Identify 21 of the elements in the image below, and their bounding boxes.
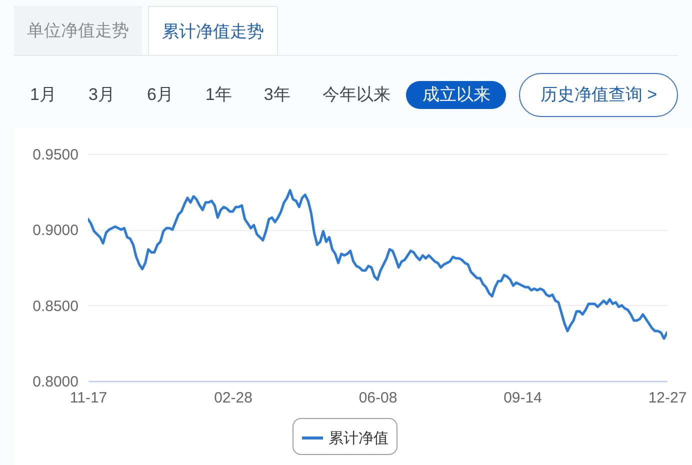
range-label: 1年 <box>204 84 233 106</box>
x-tick-label: 12-27 <box>648 390 687 406</box>
y-tick-label: 0.9000 <box>32 222 78 240</box>
query-button: 历史净值查询 > <box>519 73 678 117</box>
x-tick-label: 11-17 <box>70 390 108 406</box>
x-tick-label: 02-28 <box>214 390 252 406</box>
y-tick-label: 0.9500 <box>32 146 78 164</box>
x-tick-label: 09-14 <box>504 390 542 406</box>
line-series <box>88 189 667 340</box>
y-tick-label: 0.8000 <box>32 374 78 390</box>
range-label: 6月 <box>146 84 174 106</box>
range-label: 3月 <box>87 84 116 106</box>
tab: 单位净值走势 <box>14 6 142 55</box>
range-label: 1月 <box>29 84 58 106</box>
tab: 累计净值走势 <box>148 6 278 55</box>
range-label: 今年以来 <box>321 84 392 106</box>
range-button: 成立以来 <box>406 81 506 109</box>
x-tick-label: 06-08 <box>358 390 398 406</box>
y-tick-label: 0.8500 <box>32 298 78 315</box>
legend-label: 累计净值 <box>328 430 388 447</box>
range-label: 3年 <box>262 84 292 106</box>
